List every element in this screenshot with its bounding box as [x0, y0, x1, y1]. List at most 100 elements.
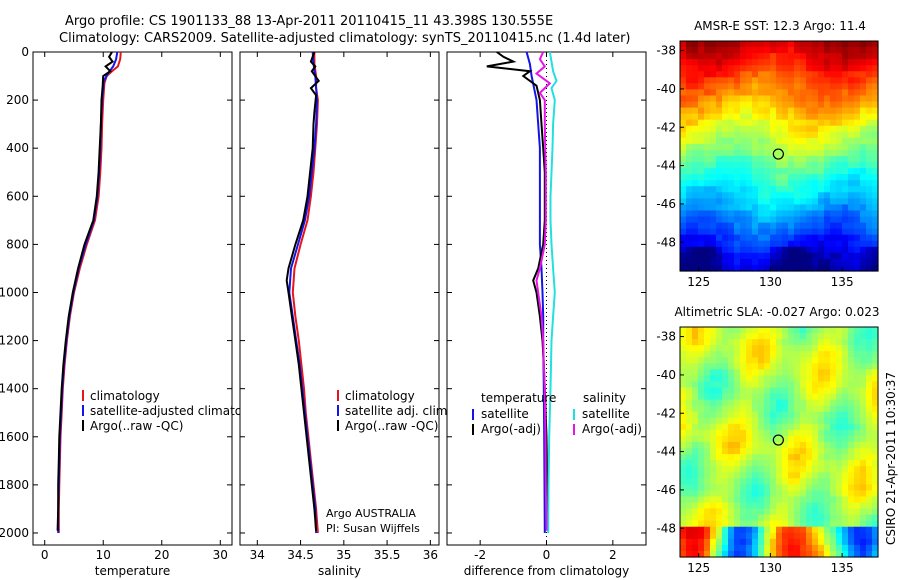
sst-cell	[842, 101, 849, 109]
sst-cell	[734, 162, 741, 169]
sla-cell	[770, 345, 777, 352]
sst-cell	[860, 113, 867, 121]
sla-cell	[860, 411, 867, 419]
sst-cell	[686, 192, 693, 199]
sst-cell	[872, 59, 879, 66]
sst-cell	[722, 143, 729, 151]
sla-cell	[842, 339, 849, 346]
sst-cell	[806, 149, 813, 157]
sst-cell	[800, 65, 807, 72]
sst-cell	[866, 71, 873, 78]
sst-cell	[824, 186, 831, 193]
sst-cell	[716, 174, 723, 181]
sst-cell	[788, 149, 795, 157]
sst-cell	[686, 107, 693, 115]
sla-cell	[734, 381, 741, 389]
sla-cell	[686, 435, 693, 443]
sst-cell	[710, 95, 717, 103]
sla-cell	[854, 448, 861, 455]
sst-cell	[770, 119, 777, 127]
sst-cell	[728, 41, 735, 48]
sla-cell	[776, 429, 783, 437]
sst-cell	[842, 83, 849, 91]
sla-cell	[710, 423, 717, 431]
sst-cell	[812, 180, 819, 187]
sst-cell	[692, 95, 699, 103]
sst-cell	[680, 204, 687, 212]
sst-cell	[686, 47, 693, 54]
sla-cell	[710, 508, 717, 516]
sla-cell	[788, 417, 795, 425]
sla-cell	[728, 442, 735, 449]
sst-cell	[788, 258, 795, 266]
sst-cell	[704, 204, 711, 212]
sst-cell	[806, 143, 813, 151]
sla-cell	[794, 363, 801, 370]
sst-cell	[860, 234, 867, 242]
sst-cell	[818, 156, 825, 163]
sla-cell	[764, 351, 771, 358]
sla-cell	[848, 327, 855, 334]
sla-cell	[776, 460, 783, 467]
sla-cell	[782, 435, 789, 443]
sst-cell	[764, 222, 771, 230]
sla-cell	[872, 405, 879, 413]
sla-cell	[752, 466, 759, 473]
sla-cell	[848, 442, 855, 449]
sst-cell	[866, 210, 873, 218]
sst-cell	[794, 65, 801, 72]
sla-cell	[782, 363, 789, 370]
sla-cell	[740, 526, 747, 534]
sla-cell	[854, 345, 861, 352]
sst-cell	[746, 174, 753, 181]
sla-cell	[704, 544, 711, 552]
sst-cell	[794, 246, 801, 254]
temperature-axes-frame	[32, 51, 233, 546]
sla-cell	[800, 399, 807, 407]
sla-cell	[836, 508, 843, 516]
sst-cell	[824, 180, 831, 187]
sst-cell	[800, 107, 807, 115]
sla-cell	[764, 466, 771, 473]
sst-cell	[686, 198, 693, 206]
sla-cell	[686, 544, 693, 552]
sst-cell	[848, 113, 855, 121]
sla-cell	[746, 460, 753, 467]
sla-cell	[830, 411, 837, 419]
sst-cell	[782, 162, 789, 169]
sla-cell	[740, 478, 747, 485]
difference-xtick-label: 0	[543, 548, 551, 562]
sst-cell	[740, 149, 747, 157]
sla-cell	[782, 417, 789, 425]
sst-cell	[872, 113, 879, 121]
sst-cell	[686, 234, 693, 242]
sla-cell	[680, 363, 687, 370]
sla-cell	[818, 423, 825, 431]
sla-cell	[794, 484, 801, 492]
sst-cell	[782, 258, 789, 266]
sla-cell	[854, 375, 861, 383]
sst-cell	[734, 156, 741, 163]
sla-cell	[866, 327, 873, 334]
sst-cell	[830, 216, 837, 224]
sla-cell	[830, 369, 837, 377]
sla-cell	[842, 466, 849, 473]
sst-cell	[758, 83, 765, 91]
sla-cell	[806, 490, 813, 498]
sla-cell	[734, 435, 741, 443]
depth-tick-label: 1800	[0, 478, 29, 492]
sst-cell	[860, 246, 867, 254]
sst-cell	[770, 71, 777, 78]
sst-cell	[734, 240, 741, 248]
sst-cell	[740, 77, 747, 84]
sla-cell	[866, 496, 873, 504]
sst-ytick-label: -46	[656, 197, 676, 211]
sst-cell	[764, 252, 771, 260]
sla-cell	[800, 466, 807, 473]
sla-cell	[794, 496, 801, 504]
sla-cell	[740, 508, 747, 516]
sla-cell	[824, 460, 831, 467]
sst-cell	[824, 222, 831, 230]
sst-cell	[752, 59, 759, 66]
sst-cell	[812, 113, 819, 121]
